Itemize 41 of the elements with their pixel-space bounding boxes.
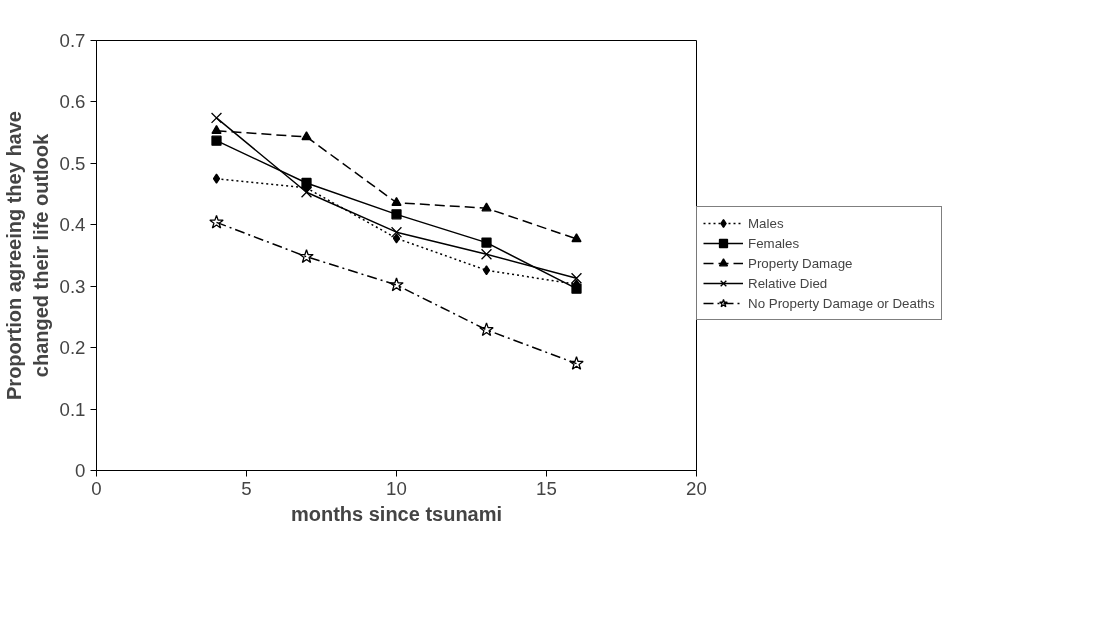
x-axis-title: months since tsunami [290,502,503,525]
legend-label: Males [748,215,784,231]
x-tick-label: 5 [241,477,252,499]
y-tick-label: 0.4 [59,214,86,236]
point [211,135,222,146]
point [210,112,223,124]
legend-label: Relative Died [748,275,828,291]
y-tick-label: 0.3 [59,275,86,297]
x-tick-label: 15 [536,477,557,499]
y-tick-label: 0.5 [59,152,86,174]
y-tick-label: 0 [75,460,86,481]
point [390,226,403,238]
legend-label: Females [748,235,800,251]
point [392,233,401,244]
point [209,214,224,229]
legend-label: Property Damage [748,255,853,271]
point [212,173,221,184]
x-tick-label: 20 [686,477,707,499]
point [391,196,402,206]
point [300,186,313,198]
y-tick-label: 0.2 [59,337,86,359]
x-tick-label: 0 [91,477,102,499]
point [301,131,312,141]
point [479,322,494,337]
point [482,265,491,276]
point [211,124,222,135]
point [391,209,402,220]
point [570,272,583,284]
point [480,248,493,260]
point [299,249,314,264]
point [571,233,582,243]
y-tick-label: 0.7 [59,30,86,51]
y-tick-label: 0.1 [59,398,86,420]
point [569,355,584,370]
point [481,237,492,248]
y-tick-label: 0.6 [59,91,86,113]
point [481,202,492,212]
y-axis-title: Proportion agreeing they have changed their life outlook [3,111,52,400]
point [389,277,404,292]
legend-label: No Property Damage or Deaths [748,295,935,311]
x-tick-label: 10 [386,477,407,499]
